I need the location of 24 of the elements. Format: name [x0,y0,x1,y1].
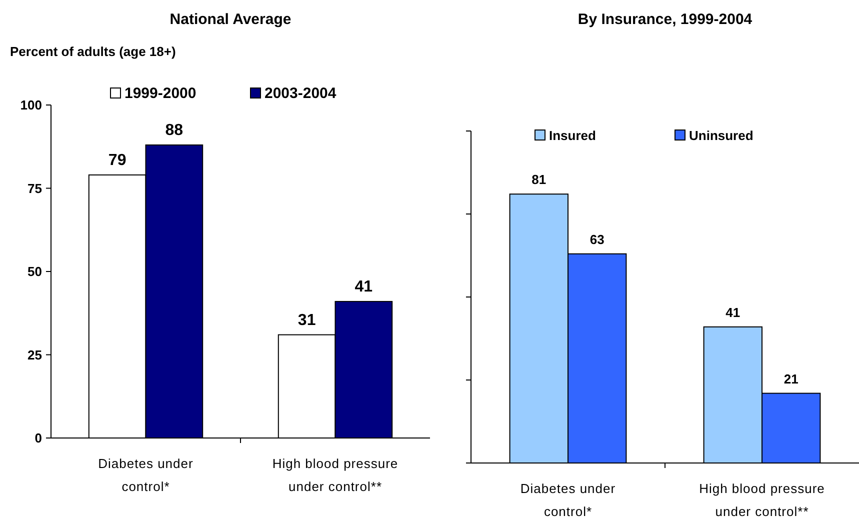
chart-title: By Insurance, 1999-2004 [578,11,753,28]
data-label: 41 [726,304,740,320]
data-label: 81 [532,172,546,188]
x-tick-label: Diabetes under control* [520,481,616,519]
data-label: 41 [354,278,373,296]
x-tick-label: Diabetes under control* [98,456,194,494]
y-tick-label: 25 [28,347,42,362]
legend-label: Uninsured [689,128,754,143]
data-label: 88 [165,122,184,139]
x-tick-label: High blood pressure under control** [272,456,398,494]
legend-label: Insured [549,128,596,143]
legend-label: 1999-2000 [124,85,196,102]
chart-title: National Average [170,11,292,28]
data-label: 31 [298,312,316,329]
legend-label: 2003-2004 [264,85,337,102]
y-axis-title: Percent of adults (age 18+) [10,44,176,59]
data-label: 79 [108,152,126,169]
y-tick-label: 100 [20,98,42,113]
data-label: 63 [590,232,604,247]
x-tick-label: High blood pressure under control** [699,481,825,519]
y-tick-label: 75 [28,180,42,196]
data-label: 21 [784,371,798,386]
y-tick-label: 0 [34,430,42,446]
y-tick-label: 50 [28,264,42,280]
